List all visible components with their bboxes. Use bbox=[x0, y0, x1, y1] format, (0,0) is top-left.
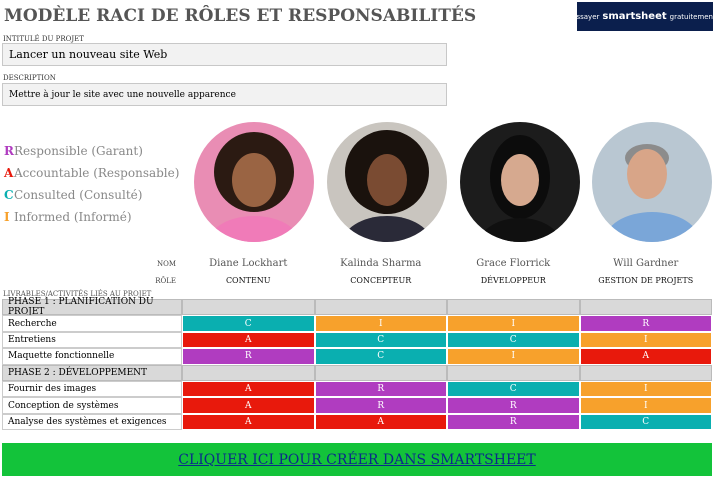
phase-cell bbox=[579, 299, 712, 316]
project-name-label: INTITULÉ DU PROJET bbox=[3, 35, 84, 43]
description: Mettre à jour le site avec une nouvelle … bbox=[2, 83, 447, 106]
person-name: Grace Florrick bbox=[476, 258, 551, 269]
raci-cell: C bbox=[314, 331, 447, 349]
person-role: CONCEPTEUR bbox=[350, 276, 412, 285]
legend-letter: C bbox=[4, 188, 14, 202]
avatar bbox=[478, 135, 562, 242]
phase-cell bbox=[447, 364, 580, 381]
phase-cell bbox=[314, 299, 447, 316]
badge-free: gratuitement. bbox=[669, 12, 716, 21]
role-label: RÔLE bbox=[155, 277, 176, 285]
raci-cell: I bbox=[579, 381, 712, 398]
person-name: Diane Lockhart bbox=[209, 258, 288, 269]
avatar bbox=[209, 132, 299, 242]
row-label: Recherche bbox=[2, 315, 182, 332]
description-label: DESCRIPTION bbox=[3, 74, 56, 82]
phase-cell bbox=[579, 364, 712, 381]
legend-letter: A bbox=[4, 166, 14, 180]
raci-cell: I bbox=[579, 397, 712, 414]
person-role: DÉVELOPPEUR bbox=[480, 276, 546, 285]
raci-cell: A bbox=[182, 413, 315, 431]
phase-cell bbox=[182, 299, 315, 316]
raci-cell: C bbox=[447, 331, 580, 349]
raci-cell: C bbox=[314, 348, 447, 365]
row-label: Entretiens bbox=[2, 331, 182, 349]
raci-cell: A bbox=[579, 348, 712, 365]
project-name: Lancer un nouveau site Web bbox=[2, 43, 447, 66]
raci-cell: R bbox=[579, 315, 712, 332]
raci-cell: A bbox=[182, 397, 315, 414]
badge-try: Essayer bbox=[572, 12, 600, 21]
photo bbox=[327, 122, 447, 242]
avatar bbox=[604, 144, 700, 242]
row-label: Maquette fonctionnelle bbox=[2, 348, 182, 365]
raci-cell: C bbox=[447, 381, 580, 398]
photo bbox=[194, 122, 314, 242]
legend-letter: I bbox=[4, 210, 10, 224]
raci-cell: R bbox=[447, 397, 580, 414]
cta-button[interactable]: CLIQUER ICI POUR CRÉER DANS SMARTSHEET bbox=[2, 443, 712, 476]
title: MODÈLE RACI DE RÔLES ET RESPONSABILITÉS bbox=[4, 6, 477, 26]
phase-cell bbox=[182, 364, 315, 381]
person-name: Will Gardner bbox=[613, 258, 679, 269]
row-label: Conception de systèmes bbox=[2, 397, 182, 414]
smartsheet-badge[interactable]: Essayer smartsheet gratuitement. bbox=[572, 2, 716, 31]
person-name: Kalinda Sharma bbox=[340, 258, 422, 269]
table-header: LIVRABLES/ACTIVITÉS LIÉS AU PROJET bbox=[3, 290, 152, 298]
raci-cell: A bbox=[182, 331, 315, 349]
raci-cell: R bbox=[182, 348, 315, 365]
raci-cell: C bbox=[182, 315, 315, 332]
raci-cell: I bbox=[579, 331, 712, 349]
photo bbox=[592, 122, 712, 242]
person-role: GESTION DE PROJETS bbox=[598, 276, 694, 285]
name-label: NOM bbox=[156, 260, 176, 268]
legend-text: Consulted (Consulté) bbox=[14, 188, 143, 202]
legend-text: Informed (Informé) bbox=[14, 210, 132, 224]
raci-cell: R bbox=[314, 381, 447, 398]
row-label: Fournir des images bbox=[2, 381, 182, 398]
raci-cell: A bbox=[314, 413, 447, 431]
photo bbox=[460, 122, 580, 242]
phase-title: PHASE 1 : PLANIFICATION DU PROJET bbox=[2, 297, 182, 317]
raci-cell: I bbox=[447, 315, 580, 332]
legend-text: Responsible (Garant) bbox=[14, 144, 143, 158]
row-label: Analyse des systèmes et exigences bbox=[2, 413, 182, 431]
phase-cell bbox=[314, 364, 447, 381]
phase-title: PHASE 2 : DÉVELOPPEMENT bbox=[2, 364, 182, 381]
raci-cell: R bbox=[314, 397, 447, 414]
raci-cell: C bbox=[579, 413, 712, 431]
avatar bbox=[342, 130, 432, 242]
raci-cell: A bbox=[182, 381, 315, 398]
phase-cell bbox=[447, 299, 580, 316]
badge-brand: smartsheet bbox=[602, 11, 667, 22]
legend-letter: R bbox=[4, 144, 14, 158]
person-role: CONTENU bbox=[225, 276, 271, 285]
raci-cell: I bbox=[314, 315, 447, 332]
legend-text: Accountable (Responsable) bbox=[14, 166, 180, 180]
raci-cell: I bbox=[447, 348, 580, 365]
raci-cell: R bbox=[447, 413, 580, 431]
